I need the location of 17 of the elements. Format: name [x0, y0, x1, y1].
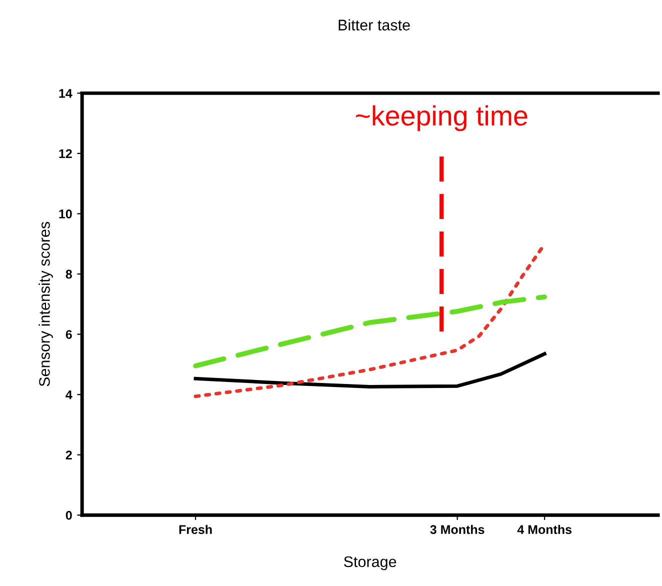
chart-title: Bitter taste [338, 19, 410, 30]
x-axis-title: Storage [344, 556, 396, 570]
x-tick-label: Fresh [179, 524, 212, 534]
ref-line-label: ~keeping time [356, 105, 528, 132]
line-series [193, 294, 548, 368]
y-tick-label: 8 [66, 270, 72, 279]
y-tick-label: 12 [59, 149, 72, 158]
x-tick-label: 3 Months [430, 524, 484, 534]
y-tick-label: 6 [66, 330, 72, 339]
x-tick-label: 4 Months [517, 524, 572, 534]
y-tick-label: 14 [59, 89, 72, 98]
y-tick-label: 10 [59, 210, 72, 218]
y-axis-title: Sensory intensity scores [38, 222, 53, 386]
y-tick-label: 2 [66, 450, 72, 460]
line-series [194, 352, 546, 388]
y-tick-label: 4 [66, 390, 72, 400]
y-tick-label: 0 [66, 510, 72, 520]
